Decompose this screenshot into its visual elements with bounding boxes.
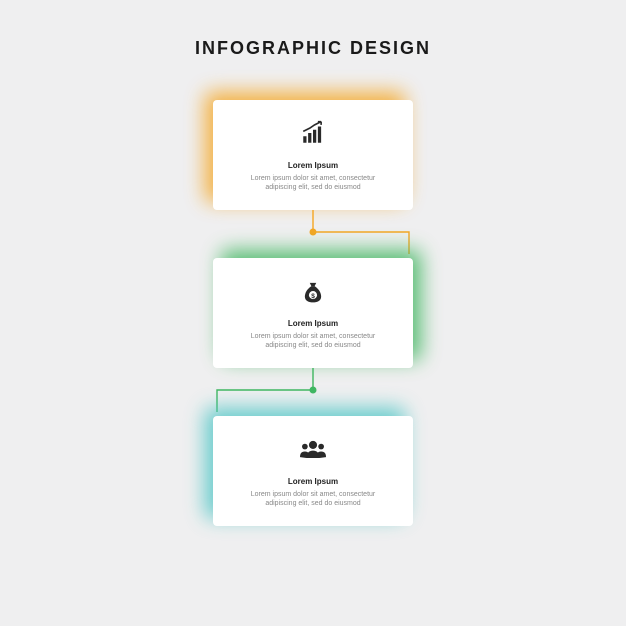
- connector-dot: [310, 229, 317, 236]
- card-title: Lorem Ipsum: [288, 161, 338, 170]
- step-money: $ Lorem Ipsum Lorem ipsum dolor sit amet,…: [213, 258, 413, 368]
- money-bag-icon: $: [300, 278, 326, 309]
- step-team: Lorem Ipsum Lorem ipsum dolor sit amet, c…: [213, 416, 413, 526]
- step-growth: Lorem Ipsum Lorem ipsum dolor sit amet, c…: [213, 100, 413, 210]
- connector-dot: [310, 387, 317, 394]
- card-title: Lorem Ipsum: [288, 319, 338, 328]
- info-card: Lorem Ipsum Lorem ipsum dolor sit amet, c…: [213, 416, 413, 526]
- card-title: Lorem Ipsum: [288, 477, 338, 486]
- card-body: Lorem ipsum dolor sit amet, consectetur …: [238, 332, 388, 351]
- info-card: $ Lorem Ipsum Lorem ipsum dolor sit amet,…: [213, 258, 413, 368]
- info-card: Lorem Ipsum Lorem ipsum dolor sit amet, c…: [213, 100, 413, 210]
- steps-container: Lorem Ipsum Lorem ipsum dolor sit amet, c…: [213, 100, 413, 574]
- svg-text:$: $: [311, 292, 315, 299]
- page-title: INFOGRAPHIC DESIGN: [0, 38, 626, 59]
- card-body: Lorem ipsum dolor sit amet, consectetur …: [238, 490, 388, 509]
- growth-chart-icon: [300, 120, 326, 151]
- team-icon: [300, 436, 326, 467]
- card-body: Lorem ipsum dolor sit amet, consectetur …: [238, 174, 388, 193]
